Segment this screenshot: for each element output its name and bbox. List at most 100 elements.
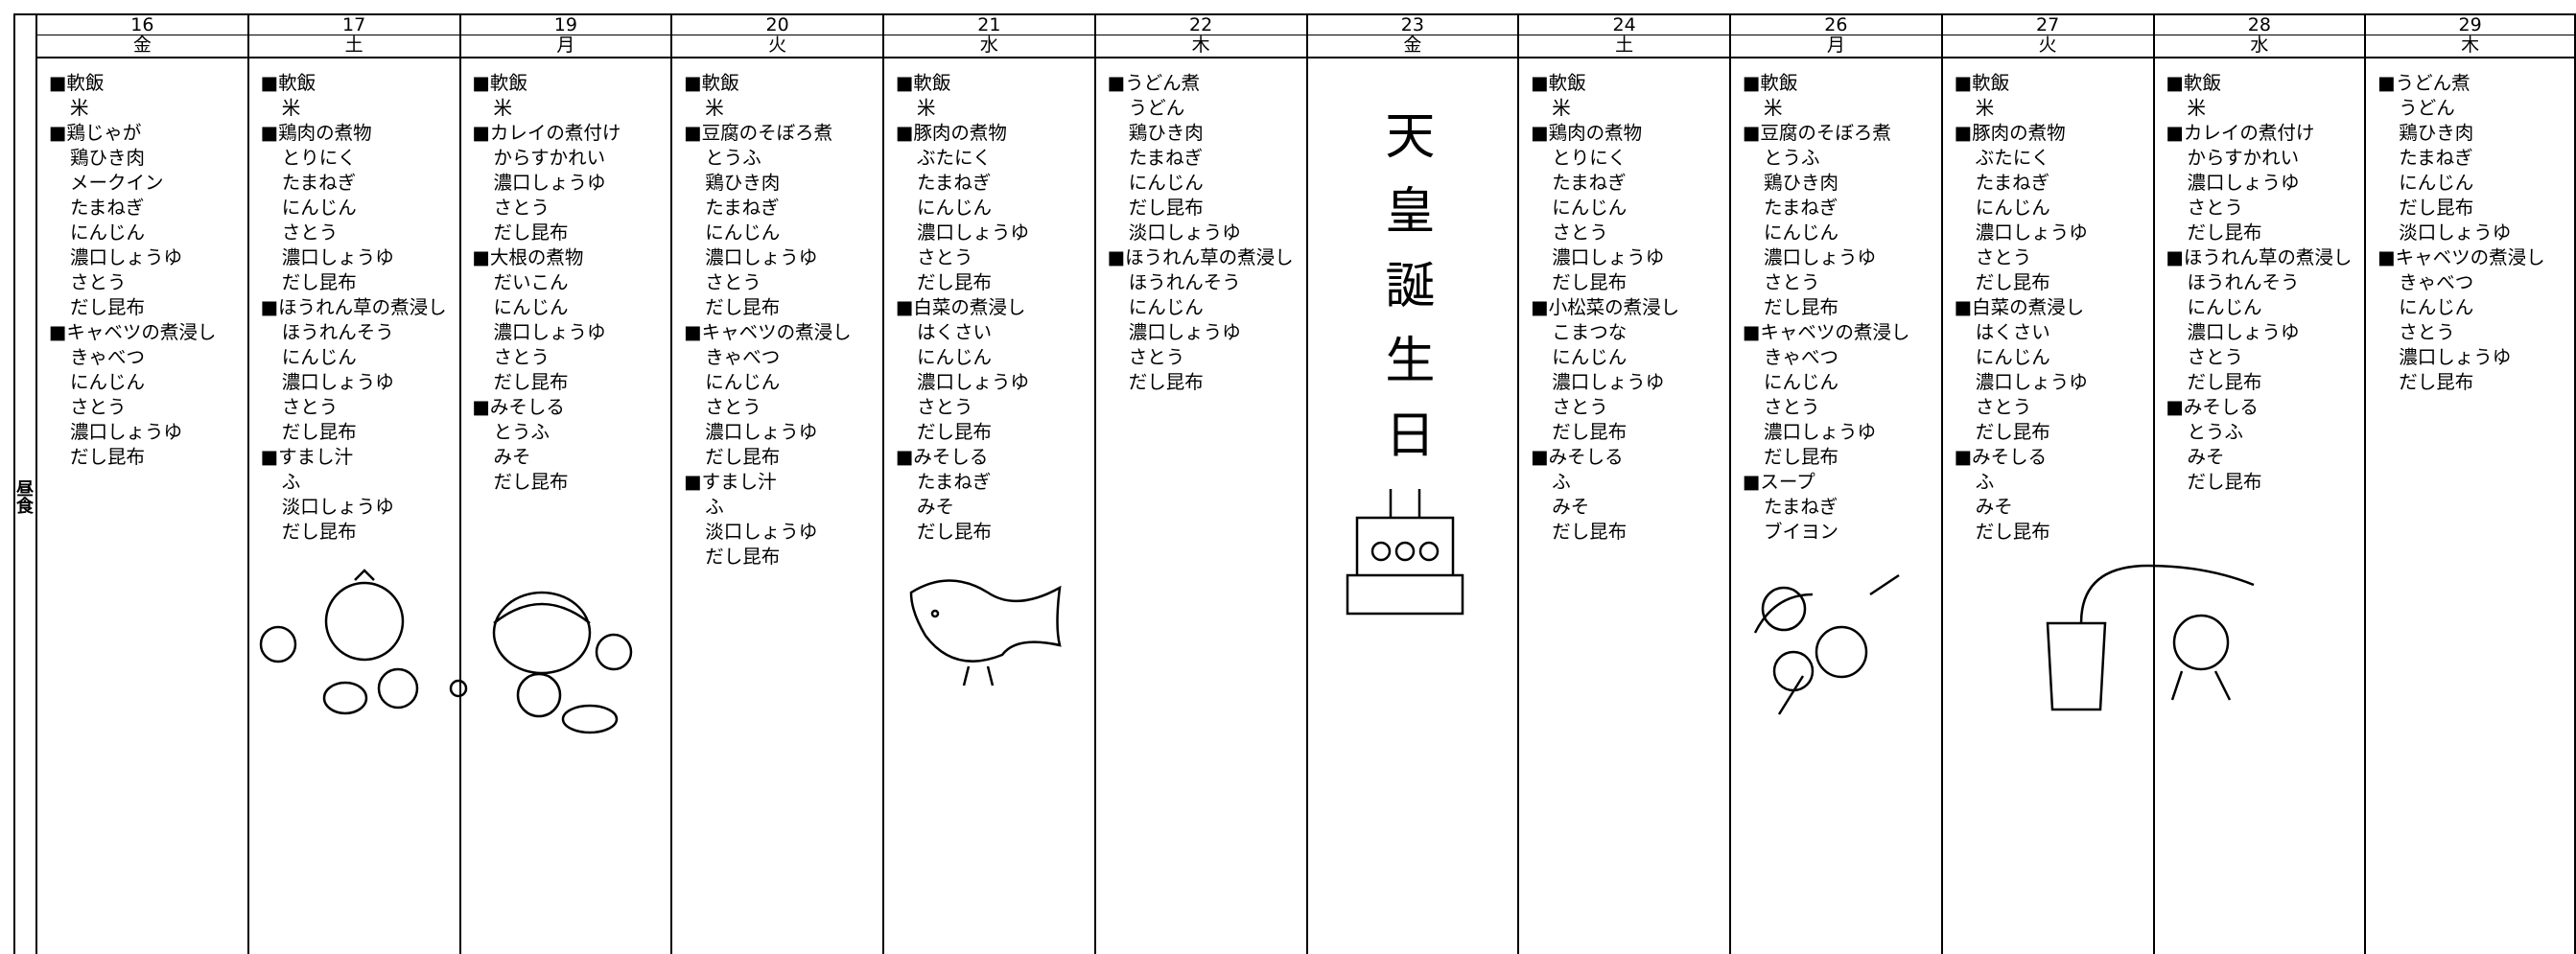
ingredient: たまねぎ <box>917 172 992 194</box>
dish: ■軟飯 <box>684 72 739 94</box>
dish: ■すまし汁 <box>260 446 354 468</box>
ingredient: さとう <box>705 396 761 418</box>
meal-label: 昼食 <box>13 479 34 514</box>
ingredient: 濃口しょうゆ <box>1764 421 1877 443</box>
day-column: 26 月 ■軟飯米 ■豆腐のそぼろ煮 とうふ 鶏ひき肉 たまねぎ にんじん 濃口しょうゆ さとうだ… <box>1729 13 1941 954</box>
day-column: 23 金天皇誕生日 <box>1305 13 1518 954</box>
ingredient: 鶏ひき肉 <box>2399 122 2474 144</box>
ingredient: だし昆布 <box>1764 296 1839 318</box>
ingredient: さとう <box>493 346 550 368</box>
ingredient: だし昆布 <box>2187 471 2262 493</box>
weekday: 水 <box>2154 35 2365 58</box>
ingredient: にんじん <box>70 371 146 393</box>
ingredient: とうふ <box>1764 147 1820 169</box>
date: 23 <box>1307 15 1518 35</box>
date: 27 <box>1942 15 2153 35</box>
ingredient: からすかれい <box>2187 147 2300 169</box>
ingredient: さとう <box>705 271 761 293</box>
ingredient: さとう <box>1764 271 1820 293</box>
ingredient: だし昆布 <box>493 471 569 493</box>
dish: ■スープ <box>1743 471 1815 493</box>
ingredient: 濃口しょうゆ <box>1128 321 1241 343</box>
ingredient: だし昆布 <box>1128 197 1204 219</box>
ingredient: みそ <box>1552 496 1590 518</box>
date: 19 <box>460 15 671 35</box>
day-column: 27 火 ■軟飯米 ■豚肉の煮物 ぶたにく たまねぎ にんじん 濃口しょうゆ さとう だし昆布 ■白… <box>1940 13 2153 954</box>
ingredient: 濃口しょうゆ <box>2187 321 2300 343</box>
day-column: 24 土 ■軟飯米 ■鶏肉の煮物 とりにく たまねぎ にんじん さとう 濃口しょうゆ だし昆布 ■小… <box>1517 13 1729 954</box>
ingredient: ほうれんそう <box>2187 271 2300 293</box>
ingredient: にんじん <box>2187 296 2262 318</box>
date: 21 <box>884 15 1094 35</box>
dish: ■みそしる <box>1954 446 2048 468</box>
ingredient: たまねぎ <box>705 197 780 219</box>
menu-list: ■うどん煮 うどん 鶏ひき肉 たまねぎ にんじん だし昆布 淡口しょうゆ ■ほうれん草の煮浸し… <box>1096 71 1306 395</box>
ingredient: 濃口しょうゆ <box>917 371 1030 393</box>
ingredient: 淡口しょうゆ <box>2399 221 2512 244</box>
ingredient: ほうれんそう <box>281 321 394 343</box>
ingredient: さとう <box>70 396 127 418</box>
ingredient: たまねぎ <box>1552 172 1627 194</box>
dish: ■うどん煮 <box>2377 72 2471 94</box>
ingredient: にんじん <box>1764 221 1839 244</box>
weekday: 火 <box>672 35 882 58</box>
ingredient: だし昆布 <box>2399 197 2474 219</box>
ingredient: にんじん <box>1128 172 1204 194</box>
ingredient: きゃべつ <box>1764 346 1839 368</box>
ingredient: にんじん <box>1975 197 2050 219</box>
ingredient: さとう <box>281 221 339 244</box>
ingredient: 米 <box>70 97 89 119</box>
dish: ■キャベツの煮浸し <box>684 321 852 343</box>
ingredient: はくさい <box>1975 321 2050 343</box>
ingredient: とうふ <box>2187 421 2244 443</box>
ingredient: にんじん <box>705 221 781 244</box>
day-column: 19 月 ■軟飯米 ■カレイの煮付け からすかれい 濃口しょうゆ さとう だし昆布 ■大根の煮物… <box>458 13 671 954</box>
dish: ■カレイの煮付け <box>472 122 621 144</box>
ingredient: だし昆布 <box>281 421 357 443</box>
ingredient: にんじん <box>1552 197 1628 219</box>
ingredient: だし昆布 <box>2399 371 2474 393</box>
ingredient: だし昆布 <box>705 446 781 468</box>
ingredient: うどん <box>2399 97 2455 119</box>
ingredient: 濃口しょうゆ <box>1975 221 2088 244</box>
day-column: 28 水 ■軟飯米 ■カレイの煮付け からすかれい 濃口しょうゆ さとう だし昆布 ■ほうれん草… <box>2152 13 2365 954</box>
ingredient: ふ <box>705 496 724 518</box>
ingredient: さとう <box>1764 396 1820 418</box>
ingredient: 濃口しょうゆ <box>281 371 394 393</box>
ingredient: にんじん <box>2399 296 2474 318</box>
ingredient: 濃口しょうゆ <box>1764 246 1877 268</box>
ingredient: だし昆布 <box>281 271 357 293</box>
ingredient: だし昆布 <box>281 521 357 543</box>
weekday: 土 <box>248 35 459 58</box>
ingredient: にんじん <box>1552 346 1628 368</box>
ingredient: さとう <box>281 396 339 418</box>
ingredient: 淡口しょうゆ <box>705 521 818 543</box>
dish: ■白菜の煮浸し <box>1954 296 2085 318</box>
ingredient: ほうれんそう <box>1128 271 1241 293</box>
ingredient: 淡口しょうゆ <box>281 496 394 518</box>
dish: ■白菜の煮浸し <box>896 296 1026 318</box>
ingredient: ふ <box>281 471 301 493</box>
ingredient: だし昆布 <box>917 421 993 443</box>
dish: ■軟飯 <box>1531 72 1586 94</box>
day-column: 17 土 ■軟飯米 ■鶏肉の煮物 とりにく たまねぎ にんじん さとう 濃口しょうゆ だし昆布 ■ほ… <box>246 13 459 954</box>
ingredient: にんじん <box>281 197 357 219</box>
holiday-name: 天皇誕生日 <box>1375 109 1434 483</box>
dish: ■キャベツの煮浸し <box>49 321 217 343</box>
day-column: 20 火 ■軟飯米 ■豆腐のそぼろ煮 とうふ 鶏ひき肉 たまねぎ にんじん 濃口しょうゆ さとうだ… <box>670 13 882 954</box>
weekday: 水 <box>884 35 1094 58</box>
ingredient: みそ <box>2187 446 2225 468</box>
ingredient: 鶏ひき肉 <box>70 147 146 169</box>
ingredient: はくさい <box>917 321 993 343</box>
ingredient: 米 <box>281 97 301 119</box>
dish: ■軟飯 <box>1743 72 1798 94</box>
ingredient: たまねぎ <box>1975 172 2050 194</box>
ingredient: さとう <box>1128 346 1185 368</box>
ingredient: さとう <box>1975 246 2032 268</box>
ingredient: だし昆布 <box>1975 421 2050 443</box>
ingredient: 米 <box>1552 97 1571 119</box>
dish: ■豚肉の煮物 <box>896 122 1007 144</box>
ingredient: だし昆布 <box>1975 521 2050 543</box>
